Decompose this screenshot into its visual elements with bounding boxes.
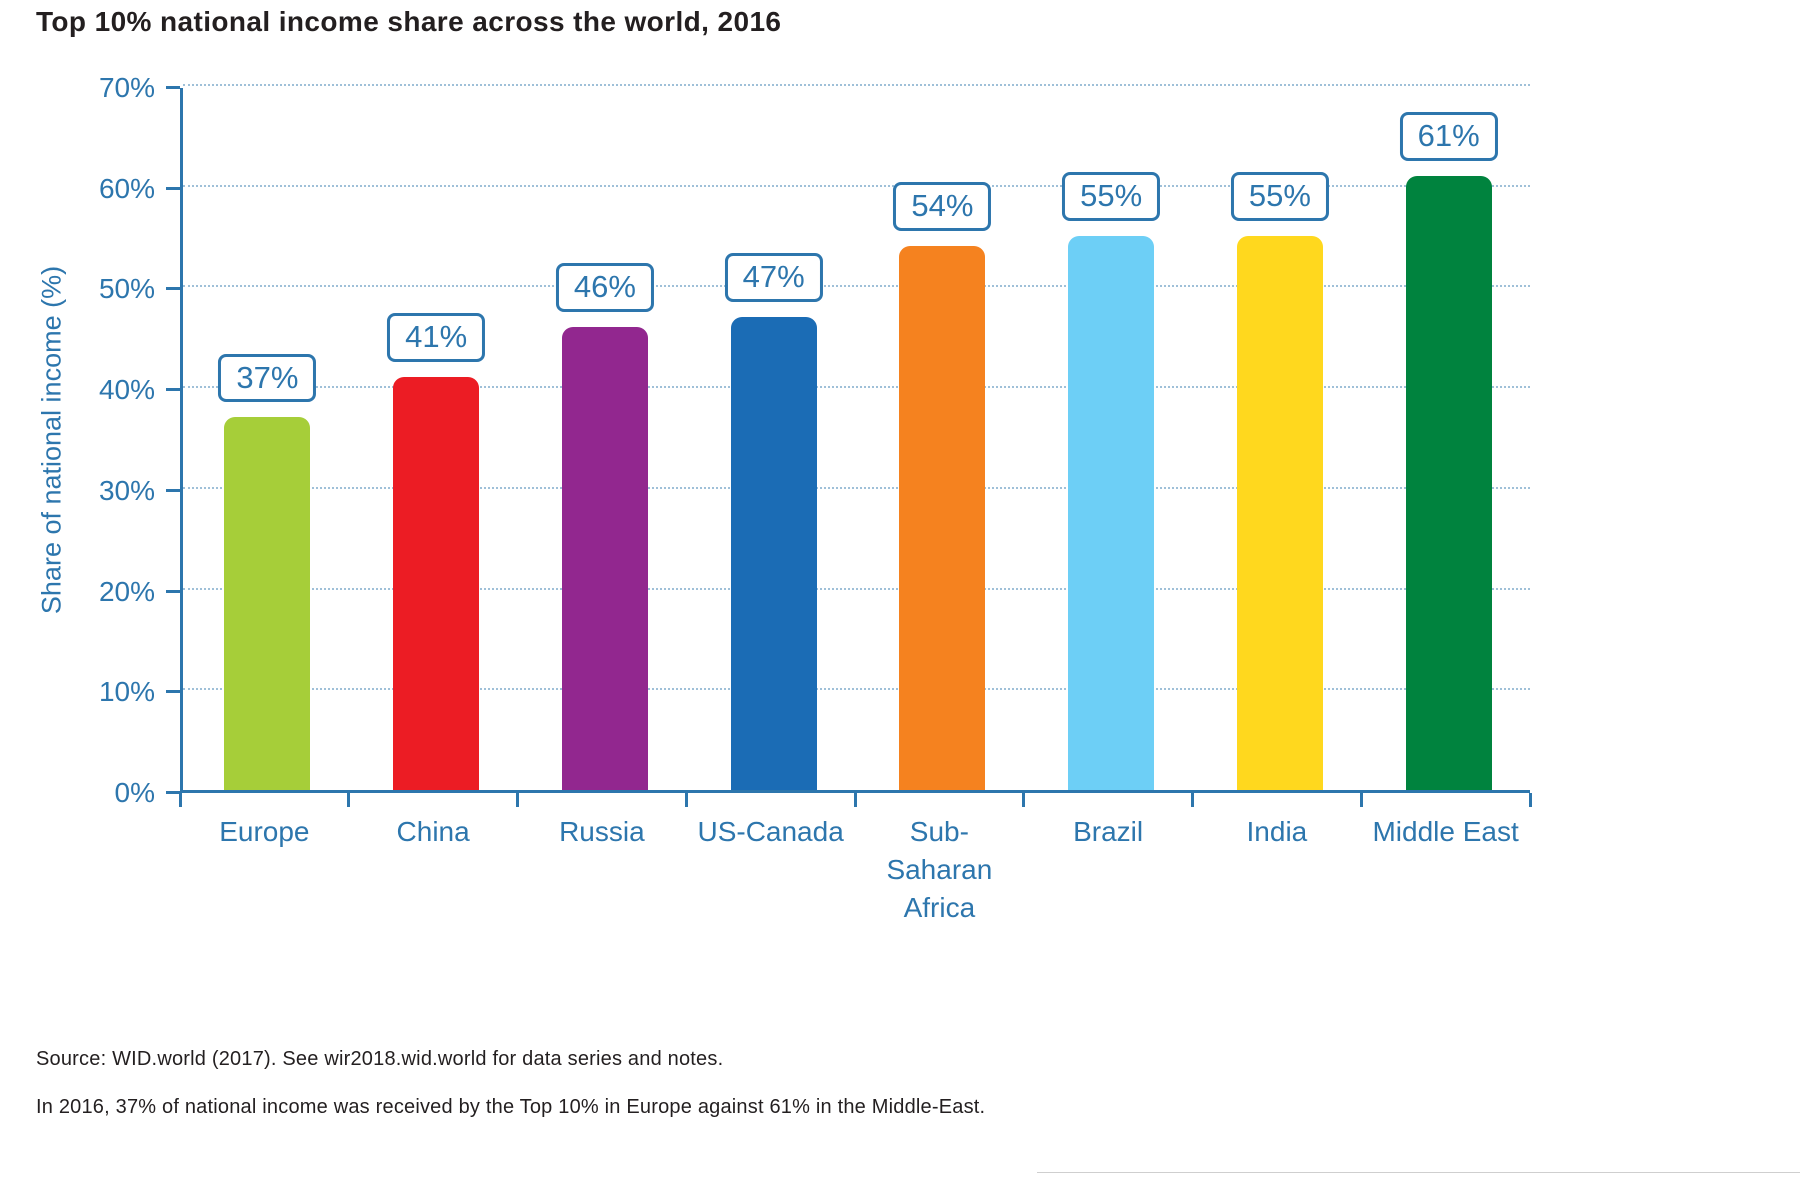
bar xyxy=(561,326,648,790)
category-label: Sub- Saharan Africa xyxy=(886,816,993,923)
bar xyxy=(224,417,311,790)
y-tick-label: 70% xyxy=(98,72,155,103)
bar-value-label: 55% xyxy=(1230,172,1329,222)
y-tick-mark xyxy=(166,186,180,190)
bar-value-label: 55% xyxy=(1062,172,1161,222)
gridline xyxy=(183,688,1530,691)
bar xyxy=(393,377,480,790)
category-label: Russia xyxy=(559,816,645,847)
y-tick-label: 30% xyxy=(98,474,155,506)
bar-value-label: 37% xyxy=(218,353,317,403)
gridline xyxy=(183,386,1530,389)
reading-note: In 2016, 37% of national income was rece… xyxy=(36,1096,986,1118)
chart-title: Top 10% national income share across the… xyxy=(36,6,782,37)
x-tick-mark xyxy=(347,793,351,807)
category-label: Europe xyxy=(219,816,310,847)
category-label: US-Canada xyxy=(697,816,844,847)
x-tick-mark xyxy=(684,793,688,807)
category-label: China xyxy=(396,816,470,847)
y-tick-label: 50% xyxy=(98,273,155,305)
plot-area: 37% 41% 46% 47% 54% 55% 55% 61% xyxy=(180,84,1530,793)
bar xyxy=(730,316,817,790)
x-tick-mark xyxy=(516,793,519,807)
bar-value-label: 54% xyxy=(893,182,992,232)
x-tick-mark xyxy=(1359,793,1363,807)
bar-value-label: 46% xyxy=(555,262,654,312)
bar-value-label: 41% xyxy=(387,313,486,363)
y-tick-mark xyxy=(166,589,180,593)
x-tick-mark xyxy=(178,793,182,807)
x-tick-mark xyxy=(1022,793,1026,807)
gridline xyxy=(183,587,1530,590)
bar-value-label: 61% xyxy=(1399,111,1498,161)
gridline xyxy=(183,285,1530,288)
category-label: Brazil xyxy=(1073,816,1144,847)
bar-value-label: 47% xyxy=(724,252,823,302)
source-note: Source: WID.world (2017). See wir2018.wi… xyxy=(36,1048,724,1070)
y-tick-label: 40% xyxy=(98,374,155,406)
y-tick-mark xyxy=(166,690,180,694)
y-tick-mark xyxy=(166,488,180,492)
x-tick-mark xyxy=(1528,793,1532,807)
x-tick-mark xyxy=(853,793,857,807)
y-tick-mark xyxy=(166,791,180,794)
y-tick-label: 0% xyxy=(114,777,155,808)
y-axis-title: Share of national income (%) xyxy=(36,265,67,615)
category-label: Middle East xyxy=(1372,816,1519,847)
bar xyxy=(1236,236,1323,790)
category-label: India xyxy=(1246,816,1308,847)
bar xyxy=(1405,175,1492,790)
y-tick-label: 20% xyxy=(98,575,155,607)
bar xyxy=(899,246,986,790)
gridline xyxy=(183,486,1530,489)
bar xyxy=(1068,236,1155,790)
page-edge-line xyxy=(1037,1172,1800,1173)
y-tick-label: 60% xyxy=(98,172,155,204)
y-tick-mark xyxy=(166,388,180,392)
x-tick-mark xyxy=(1191,793,1194,807)
gridline xyxy=(183,184,1530,187)
y-tick-mark xyxy=(166,287,180,291)
y-tick-mark xyxy=(166,86,180,89)
gridline xyxy=(183,84,1530,86)
y-tick-label: 10% xyxy=(98,676,155,708)
